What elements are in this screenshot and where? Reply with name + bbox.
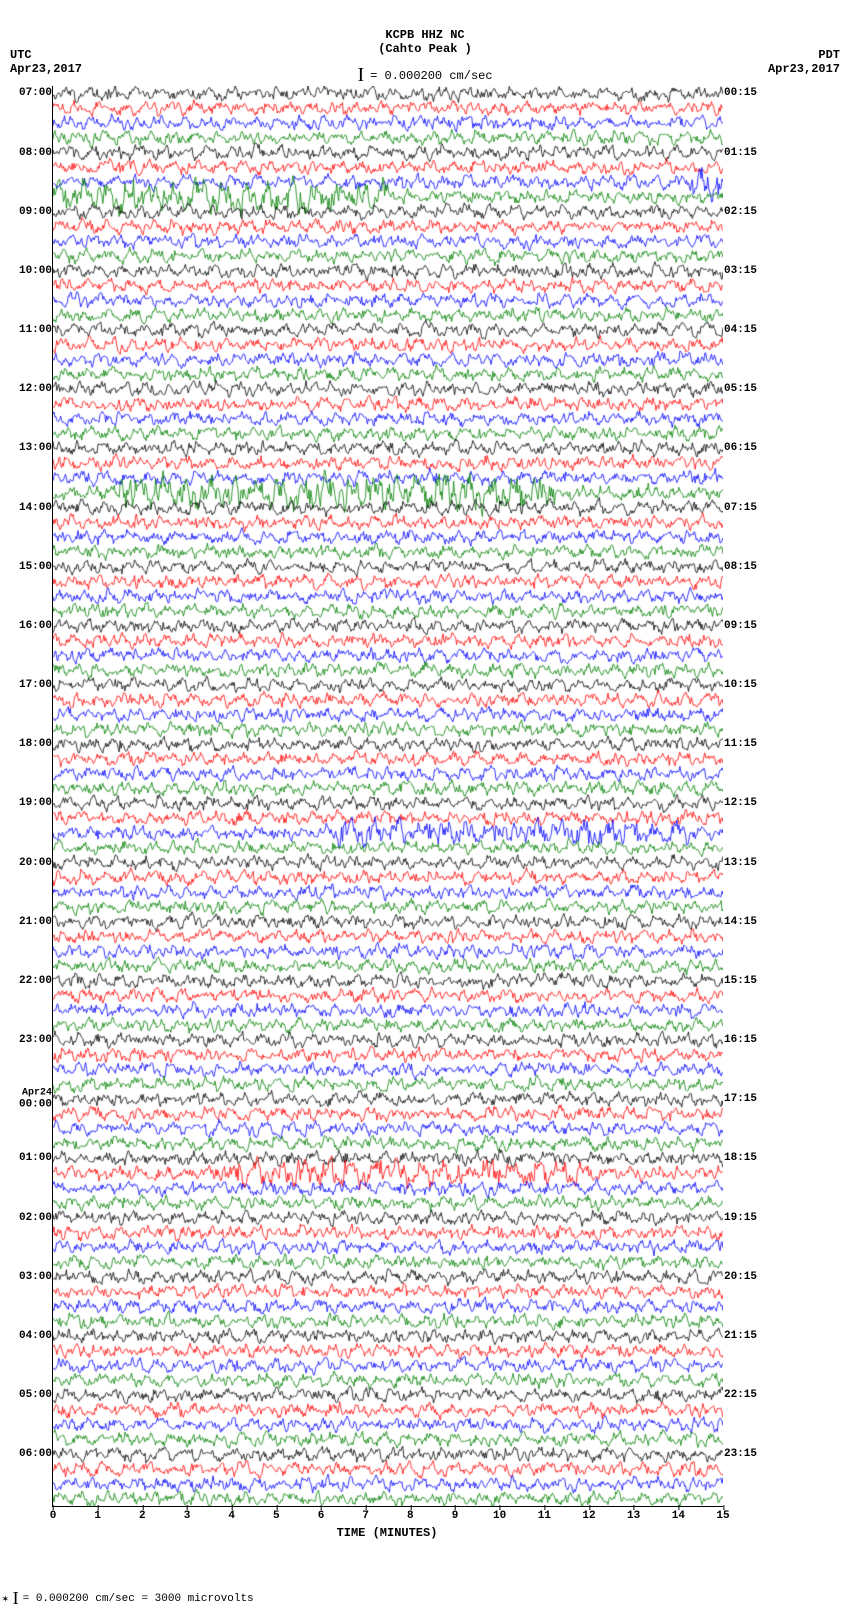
left-hour-label: 13:00 [19,442,52,454]
left-hour-label: 18:00 [19,738,52,750]
plot-region: 0123456789101112131415 [52,86,723,1507]
x-tick: 6 [318,1510,325,1522]
right-hour-label: 21:15 [724,1330,757,1342]
left-hour-label: 22:00 [19,975,52,987]
left-hour-label: 21:00 [19,916,52,928]
right-hour-label: 04:15 [724,324,757,336]
left-hour-label: 16:00 [19,620,52,632]
chart-title: KCPB HHZ NC (Cahto Peak ) [0,28,850,56]
left-hour-label: 12:00 [19,383,52,395]
scale-text: = 0.000200 cm/sec [370,69,492,83]
right-hour-label: 14:15 [724,916,757,928]
x-tick: 14 [672,1510,685,1522]
tz-left-label: UTC [10,48,82,62]
station-location: (Cahto Peak ) [0,42,850,56]
tz-right-label: PDT [768,48,840,62]
left-hour-label: 15:00 [19,561,52,573]
right-hour-label: 12:15 [724,797,757,809]
right-hour-label: 09:15 [724,620,757,632]
left-hour-label: 03:00 [19,1271,52,1283]
left-hour-label: 09:00 [19,206,52,218]
right-hour-label: 10:15 [724,679,757,691]
footer-star: ✶ [2,1592,9,1606]
right-hour-label: 13:15 [724,857,757,869]
x-tick: 13 [627,1510,640,1522]
scale-bar-icon: I [357,64,364,87]
x-axis-label: TIME (MINUTES) [52,1526,722,1540]
x-tick: 1 [94,1510,101,1522]
timezone-left: UTC Apr23,2017 [10,48,82,76]
footer-bar-icon: I [13,1588,19,1609]
left-hour-label: 01:00 [19,1152,52,1164]
right-hour-label: 07:15 [724,502,757,514]
seismic-traces [53,86,723,1506]
x-tick: 4 [228,1510,235,1522]
x-tick: 3 [184,1510,191,1522]
left-hour-label: 04:00 [19,1330,52,1342]
right-hour-label: 11:15 [724,738,757,750]
right-hour-label: 22:15 [724,1389,757,1401]
right-hour-label: 20:15 [724,1271,757,1283]
station-code: KCPB HHZ NC [0,28,850,42]
tz-left-date: Apr23,2017 [10,62,82,76]
right-hour-label: 00:15 [724,87,757,99]
x-tick: 15 [716,1510,729,1522]
left-hour-labels: 07:00 08:00 09:00 10:00 11:00 12:00 13:00 14:00… [2,86,52,1506]
right-hour-label: 01:15 [724,147,757,159]
right-hour-label: 23:15 [724,1448,757,1460]
right-hour-label: 06:15 [724,442,757,454]
helicorder-chart: KCPB HHZ NC (Cahto Peak ) UTC Apr23,2017… [0,0,850,1570]
left-hour-label: 14:00 [19,502,52,514]
tz-right-date: Apr23,2017 [768,62,840,76]
x-tick: 8 [407,1510,414,1522]
footer-scale: ✶ I = 0.000200 cm/sec = 3000 microvolts [2,1588,254,1609]
left-hour-label: Apr2400:00 [19,1088,52,1111]
x-tick: 12 [582,1510,595,1522]
left-hour-label: 23:00 [19,1034,52,1046]
right-hour-label: 15:15 [724,975,757,987]
left-hour-label: 20:00 [19,857,52,869]
right-hour-label: 02:15 [724,206,757,218]
x-tick: 0 [50,1510,57,1522]
right-hour-label: 17:15 [724,1093,757,1105]
left-hour-label: 02:00 [19,1212,52,1224]
left-hour-label: 11:00 [19,324,52,336]
left-hour-label: 17:00 [19,679,52,691]
x-tick: 7 [362,1510,369,1522]
footer-text: = 0.000200 cm/sec = 3000 microvolts [23,1593,254,1605]
left-hour-label: 10:00 [19,265,52,277]
right-hour-label: 19:15 [724,1212,757,1224]
right-hour-label: 03:15 [724,265,757,277]
left-hour-label: 05:00 [19,1389,52,1401]
left-hour-label: 06:00 [19,1448,52,1460]
left-hour-label: 19:00 [19,797,52,809]
right-hour-label: 08:15 [724,561,757,573]
x-tick: 2 [139,1510,146,1522]
left-hour-label: 08:00 [19,147,52,159]
x-tick: 10 [493,1510,506,1522]
right-hour-labels: 00:15 01:15 02:15 03:15 04:15 05:15 06:15 07:15… [724,86,774,1506]
right-hour-label: 05:15 [724,383,757,395]
right-hour-label: 18:15 [724,1152,757,1164]
x-tick: 11 [538,1510,551,1522]
right-hour-label: 16:15 [724,1034,757,1046]
scale-indicator: I = 0.000200 cm/sec [357,64,492,87]
timezone-right: PDT Apr23,2017 [768,48,840,76]
x-tick: 9 [452,1510,459,1522]
x-tick: 5 [273,1510,280,1522]
left-hour-label: 07:00 [19,87,52,99]
